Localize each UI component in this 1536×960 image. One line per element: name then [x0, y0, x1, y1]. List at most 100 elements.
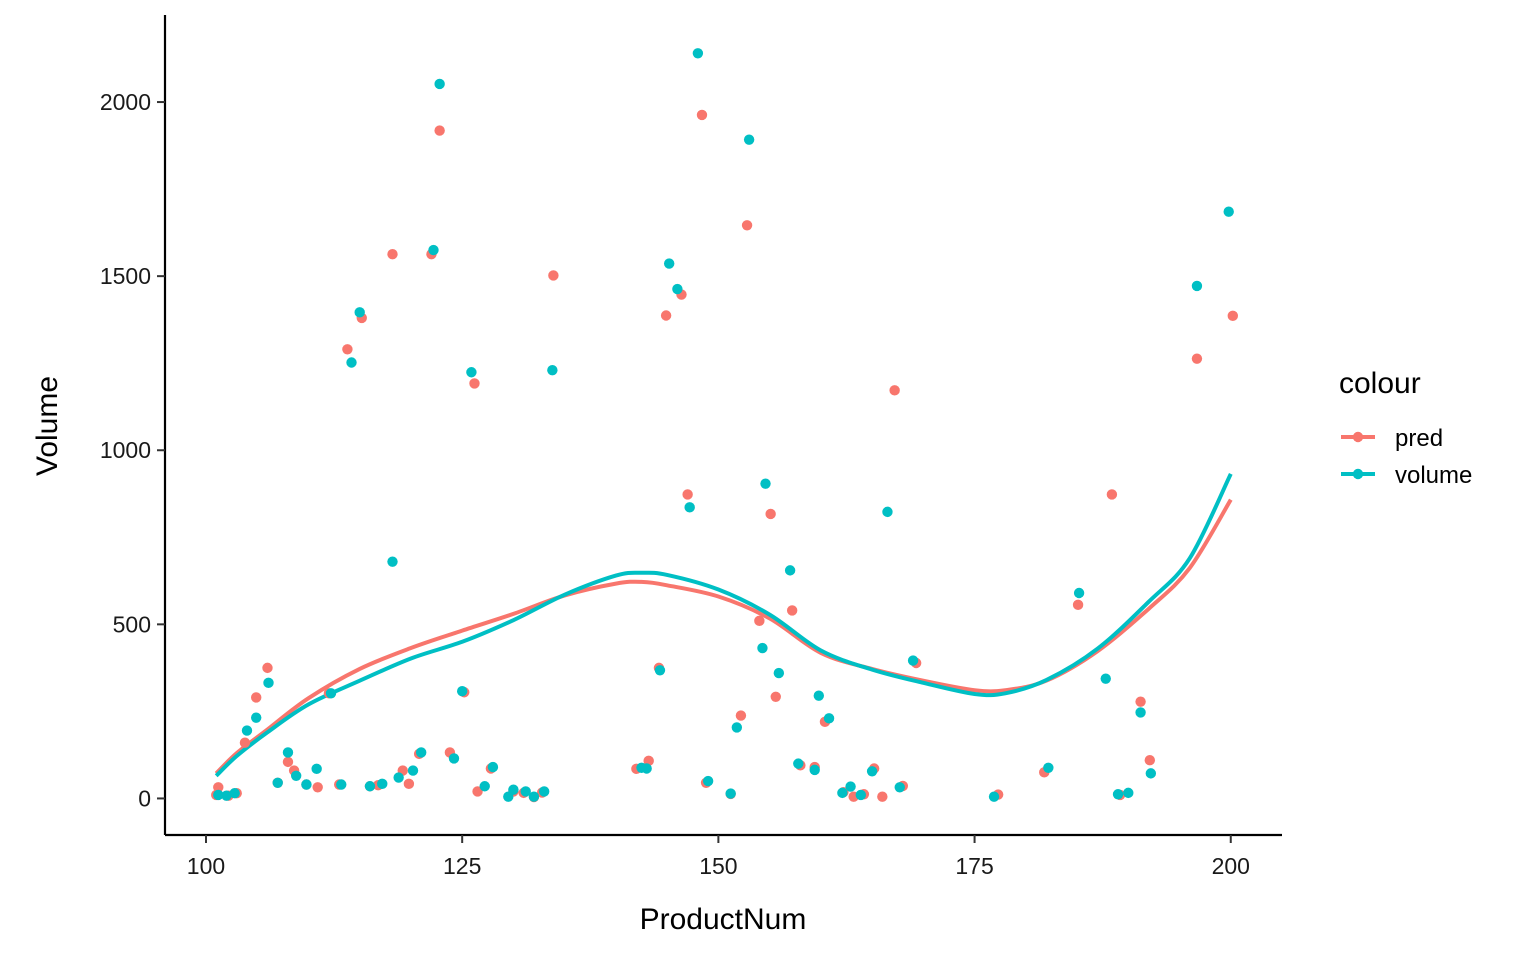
- point-pred: [1072, 599, 1084, 611]
- point-volume: [282, 747, 294, 758]
- point-volume: [251, 712, 262, 723]
- point-pred: [239, 737, 251, 748]
- point-pred: [765, 508, 776, 520]
- point-volume: [793, 758, 804, 769]
- point-volume: [387, 556, 398, 567]
- legend-item-volume: volume: [1341, 462, 1472, 489]
- point-volume: [325, 688, 337, 699]
- point-volume: [487, 761, 499, 773]
- point-volume: [364, 781, 376, 792]
- point-volume: [743, 134, 755, 145]
- point-volume: [272, 777, 283, 788]
- point-volume: [466, 367, 477, 378]
- point-volume: [809, 764, 820, 776]
- point-volume: [393, 772, 404, 783]
- point-volume: [1135, 707, 1146, 718]
- x-tick-label: 200: [1212, 853, 1250, 879]
- point-pred: [682, 489, 693, 500]
- point-volume: [757, 642, 768, 654]
- point-volume: [456, 685, 468, 697]
- point-volume: [855, 789, 867, 801]
- point-pred: [741, 220, 753, 231]
- point-volume: [346, 357, 357, 368]
- point-volume: [354, 307, 365, 318]
- point-volume: [1123, 787, 1134, 799]
- point-volume: [702, 775, 714, 787]
- point-pred: [754, 615, 765, 627]
- legend-label: volume: [1395, 462, 1472, 489]
- point-volume: [336, 779, 347, 790]
- point-volume: [377, 778, 388, 790]
- legend-label: pred: [1395, 425, 1443, 452]
- point-volume: [672, 283, 683, 295]
- legend-item-pred: pred: [1341, 425, 1443, 452]
- point-volume: [1145, 768, 1157, 779]
- y-tick-label: 500: [113, 611, 151, 637]
- point-volume: [311, 763, 322, 775]
- point-volume: [1112, 789, 1124, 800]
- point-volume: [692, 48, 704, 59]
- point-volume: [1223, 206, 1234, 217]
- point-volume: [654, 665, 666, 676]
- point-volume: [684, 502, 695, 513]
- point-volume: [773, 667, 785, 679]
- point-volume: [415, 747, 427, 758]
- legend-key-point: [1352, 468, 1364, 480]
- point-volume: [301, 779, 312, 790]
- point-pred: [889, 385, 900, 396]
- point-pred: [262, 662, 273, 674]
- x-tick-label: 150: [699, 853, 737, 879]
- point-volume: [229, 788, 240, 799]
- point-volume: [725, 788, 736, 799]
- point-pred: [1144, 754, 1156, 766]
- point-volume: [866, 766, 878, 777]
- legend-key-point: [1352, 431, 1364, 443]
- point-volume: [213, 789, 224, 801]
- point-pred: [548, 270, 559, 281]
- point-volume: [845, 781, 856, 792]
- point-volume: [894, 782, 905, 793]
- point-pred: [770, 691, 781, 702]
- point-volume: [520, 786, 531, 797]
- point-volume: [641, 763, 652, 774]
- x-tick-label: 125: [443, 853, 481, 879]
- point-volume: [1073, 587, 1085, 599]
- point-volume: [241, 725, 253, 736]
- point-pred: [403, 778, 415, 790]
- point-pred: [786, 605, 798, 616]
- point-pred: [434, 125, 445, 136]
- point-volume: [547, 364, 558, 376]
- point-volume: [407, 765, 419, 776]
- point-volume: [663, 258, 675, 269]
- point-pred: [282, 756, 294, 768]
- point-pred: [469, 378, 480, 389]
- point-volume: [479, 781, 490, 792]
- x-tick-label: 100: [187, 853, 225, 879]
- legend: colour pred volume: [1339, 367, 1472, 489]
- x-axis-title: ProductNum: [640, 903, 807, 936]
- y-tick-label: 0: [138, 785, 151, 811]
- fit-lines: [214, 473, 1233, 778]
- point-pred: [312, 782, 323, 793]
- point-pred: [696, 109, 708, 121]
- data-points: [211, 48, 1239, 803]
- point-volume: [221, 790, 232, 801]
- x-tick-label: 175: [955, 853, 993, 879]
- point-pred: [472, 786, 483, 797]
- point-volume: [538, 786, 550, 797]
- point-volume: [528, 791, 540, 802]
- y-axis-title: Volume: [31, 376, 64, 476]
- point-volume: [428, 244, 439, 256]
- point-volume: [988, 791, 1000, 802]
- point-pred: [1106, 489, 1118, 500]
- point-volume: [760, 478, 771, 489]
- point-pred: [1135, 696, 1146, 707]
- point-pred: [660, 310, 672, 321]
- point-volume: [837, 787, 848, 799]
- fit-line-volume: [214, 473, 1233, 778]
- point-pred: [877, 791, 888, 802]
- point-volume: [731, 722, 743, 733]
- y-tick-label: 2000: [100, 89, 151, 115]
